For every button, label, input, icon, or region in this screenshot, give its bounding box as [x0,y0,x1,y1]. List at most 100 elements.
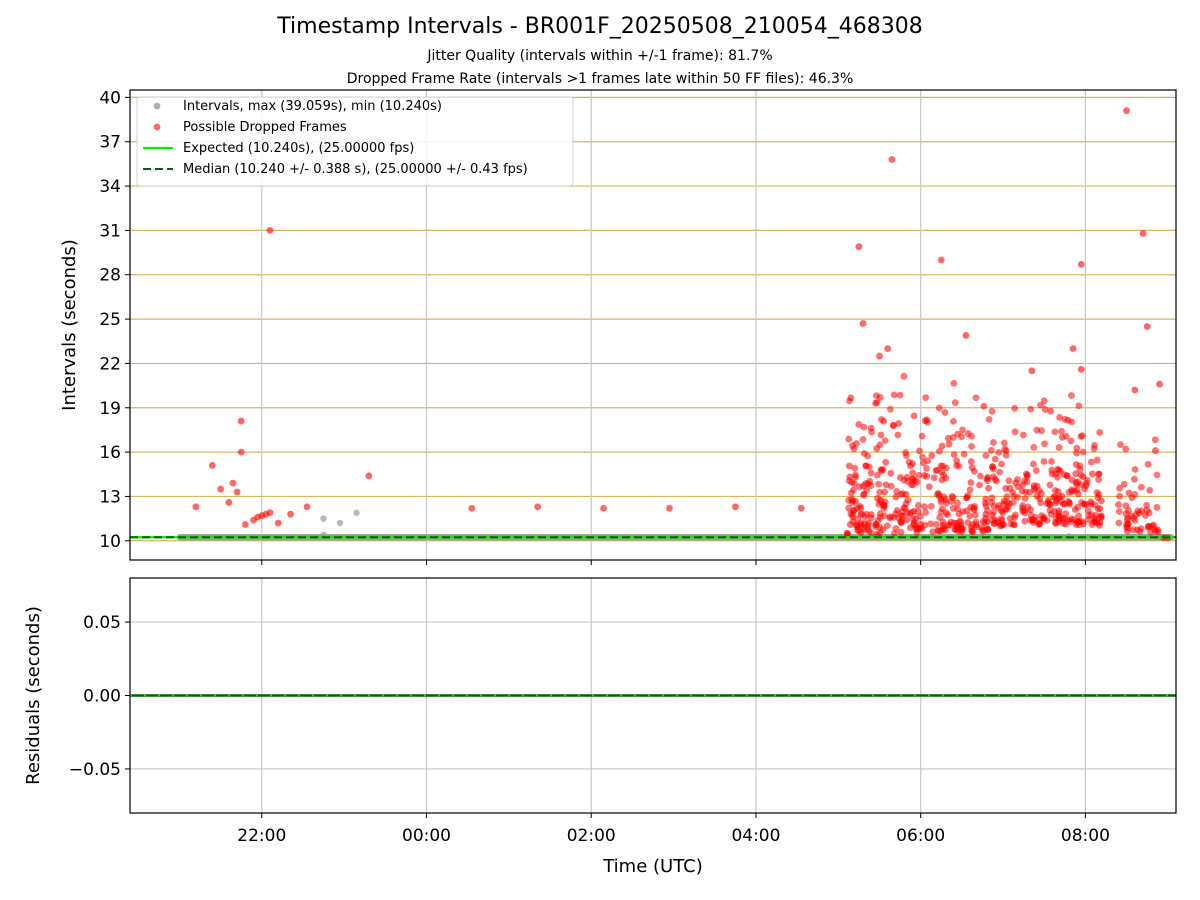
dropped-frame-point [274,519,282,527]
dropped-frame-point [854,526,861,534]
dropped-frame-point [909,469,917,477]
dropped-frame-point [856,502,864,510]
dropped-frame-point [850,480,858,488]
x-tick-label: 22:00 [237,826,286,846]
x-tick-label: 00:00 [402,826,451,846]
dropped-frame-point [1115,519,1123,527]
dropped-frame-point [897,528,905,536]
interval-point [353,509,360,516]
dropped-frame-point [1122,445,1130,453]
dropped-frame-point [1019,431,1027,439]
dropped-frame-point [867,469,875,477]
dropped-frame-point [1055,519,1063,526]
dropped-frame-point [943,499,950,507]
dropped-frame-point [921,521,929,529]
dropped-frame-point [1095,470,1103,478]
dropped-frame-point [229,479,237,487]
dropped-frame-point [867,511,875,518]
legend-marker-intervals [153,102,161,110]
dropped-frame-point [949,417,957,425]
dropped-frame-point [1068,488,1076,495]
dropped-frame-point [208,462,216,469]
dropped-frame-point [888,156,896,163]
dropped-frame-point [855,420,863,428]
dropped-frame-point [1131,466,1139,473]
dropped-frame-point [908,508,915,516]
dropped-frame-point [1085,516,1093,524]
y-tick-label: 31 [99,221,121,241]
dropped-frame-point [1012,511,1019,519]
dropped-frame-point [1063,472,1071,480]
dropped-frame-point [1138,507,1146,515]
dropped-frame-point [922,509,930,516]
dropped-frame-point [1073,518,1081,526]
dropped-frame-point [909,515,917,523]
y-tick-label: 13 [99,487,121,507]
dropped-frame-point [1079,448,1087,456]
dropped-frame-point [919,459,927,467]
dropped-frame-point [365,472,373,480]
x-tick-label: 08:00 [1061,826,1110,846]
dropped-frame-point [876,393,884,401]
dropped-frame-point [1031,513,1039,521]
dropped-frame-point [1095,476,1102,483]
x-tick-label: 04:00 [731,826,780,846]
dropped-frame-point [997,507,1005,515]
dropped-frame-point [864,452,872,460]
dropped-frame-point [1071,506,1079,513]
dropped-frame-point [1125,520,1132,528]
dropped-frame-point [1116,492,1124,500]
dropped-frame-point [919,453,926,461]
dropped-frame-point [938,468,946,476]
dropped-frame-point [1097,513,1105,521]
dropped-frame-point [978,524,986,532]
dropped-frame-point [845,477,853,485]
dropped-frame-point [877,466,885,474]
dropped-frame-point [910,412,918,420]
dropped-frame-point [1064,416,1072,424]
dropped-frame-point [1023,472,1031,480]
interval-point [320,515,327,522]
dropped-frame-point [937,495,945,503]
y-axis-label: Intervals (seconds) [59,239,80,411]
dropped-frame-point [1021,495,1029,502]
dropped-frame-point [923,465,930,472]
dropped-frame-point [981,499,989,507]
dropped-frame-point [971,511,979,519]
dropped-frame-point [1036,520,1044,528]
dropped-frame-point [1117,441,1124,449]
dropped-frame-point [1093,489,1101,496]
dropped-frame-point [952,526,960,534]
dropped-frame-point [909,475,917,483]
dropped-frame-point [923,472,931,480]
dropped-frame-point [468,504,476,512]
dropped-frame-point [938,505,946,513]
dropped-frame-point [953,461,961,469]
dropped-frame-point [949,504,957,512]
dropped-frame-point [600,504,607,512]
dropped-frame-point [1131,490,1139,498]
dropped-frame-point [932,467,940,474]
dropped-frame-point [948,497,956,505]
dropped-frame-point [942,474,950,482]
dropped-frame-point [893,507,901,514]
dropped-frame-point [1115,508,1123,515]
dropped-frame-point [1156,380,1163,388]
dropped-frame-point [968,442,975,450]
y-tick-label: 0.05 [83,613,121,633]
dropped-frame-point [935,404,943,412]
dropped-frame-point [1123,107,1130,115]
dropped-frame-point [1058,433,1066,441]
dropped-frame-point [1074,490,1082,498]
dropped-frame-point [868,428,875,436]
dropped-frame-point [893,488,901,495]
y-tick-label: 40 [99,88,121,108]
dropped-frame-point [1056,414,1063,421]
dropped-frame-point [899,490,907,498]
dropped-frame-point [1072,470,1080,478]
dropped-frame-point [1096,519,1104,526]
dropped-frame-point [906,462,914,470]
dropped-frame-point [1144,523,1152,530]
dropped-frame-point [865,519,872,527]
dropped-frame-point [1139,229,1147,237]
